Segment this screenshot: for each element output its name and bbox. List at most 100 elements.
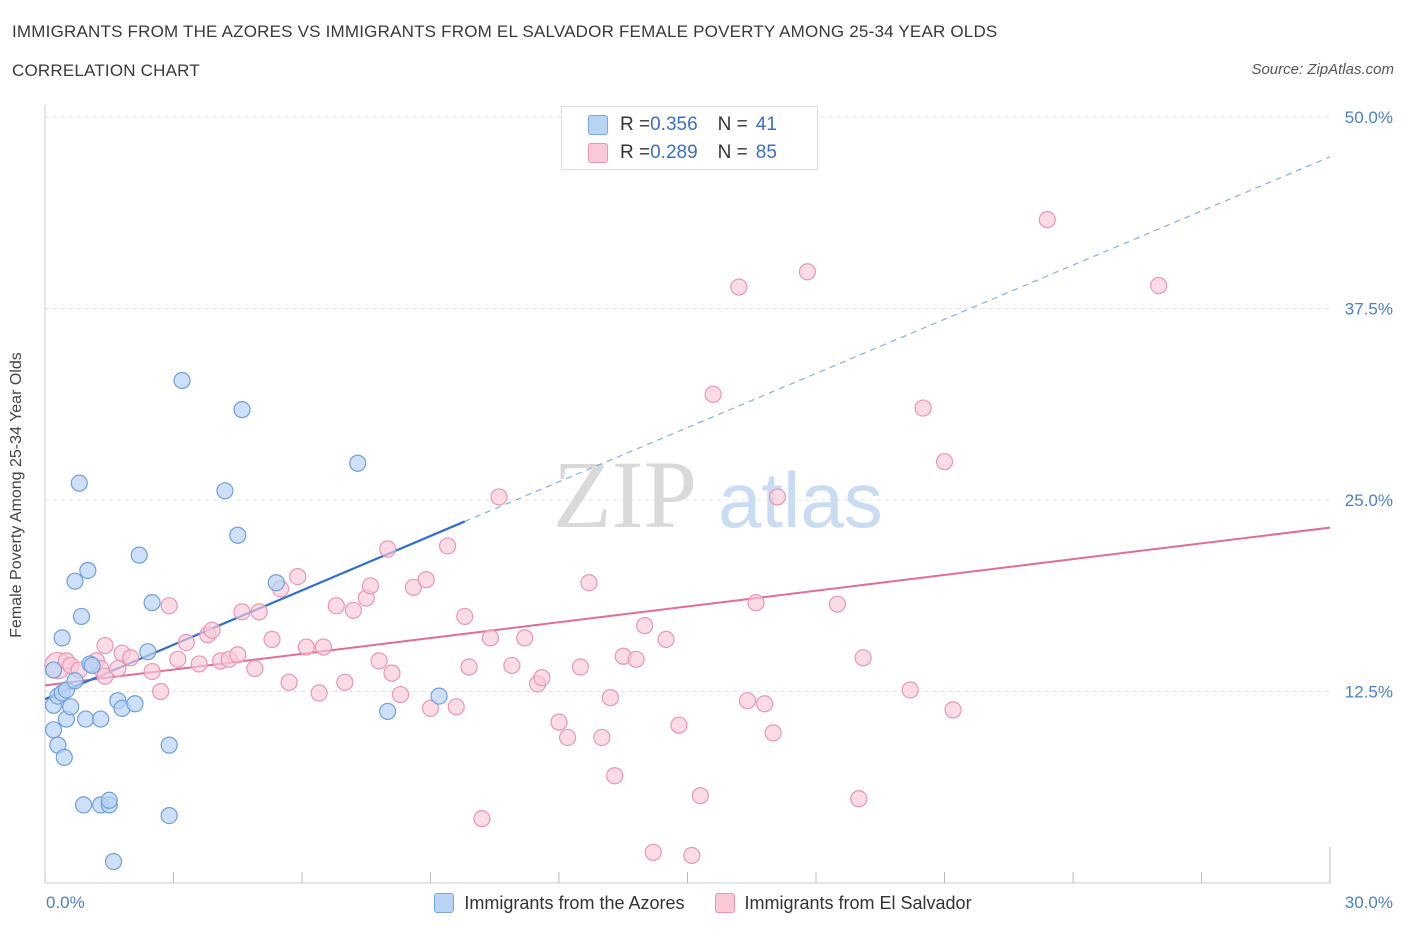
point-el-salvador-51: [503, 656, 521, 675]
point-el-salvador-59: [593, 728, 611, 747]
point-el-salvador-55: [550, 713, 568, 731]
point-el-salvador-57: [571, 658, 590, 676]
point-el-salvador-7: [96, 636, 114, 655]
point-azores-14: [72, 607, 91, 626]
point-azores-29: [139, 643, 157, 661]
point-el-salvador-32: [327, 597, 345, 615]
point-el-salvador-60: [601, 689, 620, 707]
watermark-zip: ZIP: [553, 441, 697, 548]
point-el-salvador-71: [730, 278, 748, 296]
point-azores-39: [379, 702, 397, 721]
point-el-salvador-18: [203, 621, 221, 639]
point-el-salvador-58: [580, 574, 598, 592]
y-tick-label-0: 12.5%: [1345, 683, 1393, 702]
point-el-salvador-28: [289, 567, 307, 586]
x-tick-label-0: 0.0%: [46, 893, 85, 912]
point-el-salvador-41: [404, 578, 422, 596]
watermark: ZIP atlas: [553, 441, 883, 548]
point-el-salvador-36: [361, 577, 380, 595]
x-tick-label-1: 30.0%: [1345, 893, 1393, 912]
stats-row-azores: R = 0.356 N = 41: [588, 112, 777, 138]
point-azores-13: [70, 474, 88, 492]
y-tick-label-2: 37.5%: [1345, 300, 1393, 319]
point-el-salvador-27: [280, 673, 298, 691]
point-azores-0: [44, 661, 63, 679]
point-el-salvador-14: [169, 650, 187, 668]
tick-labels: 12.5% 25.0% 37.5% 50.0% 0.0% 30.0%: [46, 108, 1393, 912]
point-el-salvador-44: [439, 537, 457, 555]
point-el-salvador-65: [644, 843, 662, 861]
point-azores-40: [430, 687, 448, 705]
point-el-salvador-63: [627, 650, 645, 668]
point-azores-35: [229, 526, 247, 544]
point-el-salvador-24: [250, 603, 268, 621]
point-el-salvador-73: [747, 594, 765, 612]
point-azores-3: [44, 721, 63, 739]
legend-item-el-salvador[interactable]: Immigrants from El Salvador: [714, 891, 972, 915]
point-el-salvador-64: [636, 617, 654, 635]
point-el-salvador-16: [190, 655, 208, 673]
point-azores-38: [349, 454, 367, 472]
point-el-salvador-47: [460, 658, 478, 676]
point-azores-20: [92, 710, 110, 728]
point-azores-36: [233, 401, 251, 419]
point-el-salvador-22: [233, 603, 251, 621]
point-el-salvador-74: [755, 695, 774, 713]
point-el-salvador-12: [152, 682, 170, 701]
trend-line-azores-projection: [464, 156, 1331, 523]
point-el-salvador-67: [670, 716, 688, 734]
point-el-salvador-31: [314, 638, 333, 656]
azores-n-label: N =: [717, 114, 748, 135]
point-el-salvador-56: [558, 728, 577, 747]
point-azores-23: [100, 791, 118, 809]
point-azores-15: [74, 796, 93, 814]
point-el-salvador-80: [854, 649, 872, 667]
legend-swatch-azores: [434, 893, 455, 913]
point-el-salvador-34: [344, 601, 362, 619]
point-azores-17: [79, 561, 97, 580]
point-el-salvador-45: [447, 698, 465, 716]
point-azores-24: [104, 852, 123, 871]
azores-r-label: R =: [620, 114, 651, 135]
point-el-salvador-46: [456, 607, 474, 626]
stats-box: R = 0.356 N = 41 R = 0.289 N = 85: [561, 106, 818, 170]
point-el-salvador-8: [109, 659, 127, 678]
legend-item-azores[interactable]: Immigrants from the Azores: [434, 891, 685, 915]
axes: [44, 105, 1331, 884]
point-el-salvador-50: [490, 488, 508, 506]
point-el-salvador-86: [1150, 276, 1168, 295]
point-azores-37: [267, 574, 285, 592]
legend: Immigrants from the Azores Immigrants fr…: [0, 891, 1406, 915]
chart-title: IMMIGRANTS FROM THE AZORES VS IMMIGRANTS…: [12, 22, 998, 41]
legend-swatch-el-salvador: [714, 893, 735, 913]
point-el-salvador-6: [96, 667, 114, 685]
point-el-salvador-66: [657, 630, 675, 649]
point-el-salvador-25: [263, 630, 281, 649]
point-azores-31: [160, 736, 178, 754]
point-azores-10: [62, 698, 80, 716]
point-el-salvador-21: [229, 646, 247, 664]
el-salvador-n-value: 85: [755, 142, 777, 163]
point-el-salvador-77: [798, 263, 817, 281]
point-el-salvador-79: [850, 790, 868, 808]
point-el-salvador-83: [935, 453, 954, 471]
point-azores-32: [160, 806, 178, 825]
point-el-salvador-40: [391, 685, 410, 704]
source-label: Source: ZipAtlas.com: [1251, 61, 1394, 78]
point-azores-28: [130, 546, 148, 564]
point-el-salvador-11: [143, 662, 161, 681]
point-el-salvador-13: [160, 597, 178, 615]
point-el-salvador-23: [246, 659, 264, 678]
point-el-salvador-29: [297, 638, 315, 656]
point-el-salvador-33: [336, 673, 354, 691]
point-azores-33: [173, 371, 191, 390]
point-azores-11: [66, 572, 84, 590]
point-el-salvador-10: [122, 649, 140, 667]
point-el-salvador-48: [473, 810, 491, 828]
point-el-salvador-69: [691, 787, 709, 805]
point-el-salvador-68: [683, 846, 701, 865]
data-points: [44, 211, 1168, 871]
point-azores-19: [83, 656, 101, 675]
point-el-salvador-61: [606, 767, 624, 785]
azores-r-value: 0.356: [650, 114, 698, 135]
